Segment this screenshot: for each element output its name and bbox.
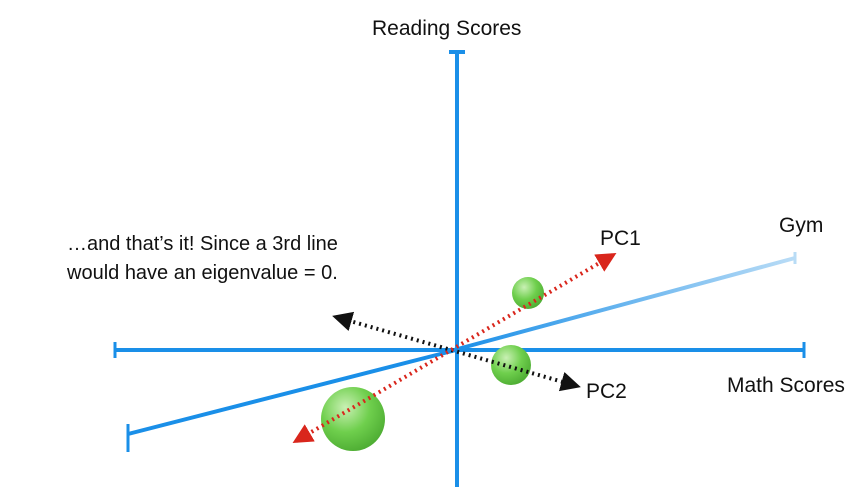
data-point-top [512,277,544,309]
data-point-middle [491,345,531,385]
gym-axis-label: Gym [779,214,824,237]
math-axis-label: Math Scores [727,374,845,397]
pc1-label: PC1 [600,227,641,250]
gym-axis-back [453,256,796,352]
gym-axis-front [127,348,457,436]
annotation-line-1: …and that’s it! Since a 3rd line [67,233,338,255]
reading-axis-label: Reading Scores [372,17,522,40]
annotation-line-2: would have an eigenvalue = 0. [67,262,338,284]
pc1-arrow [292,252,617,444]
pc2-label: PC2 [586,380,627,403]
